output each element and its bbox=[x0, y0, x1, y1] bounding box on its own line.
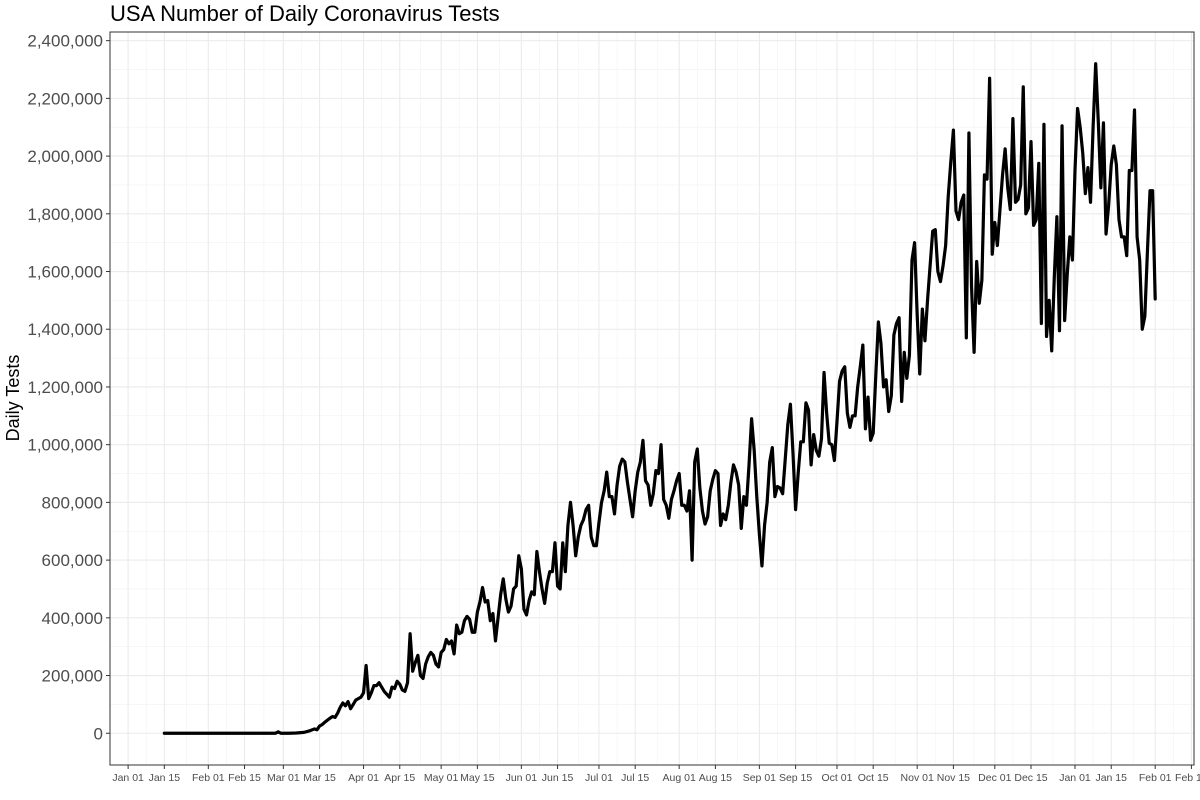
y-tick-label: 800,000 bbox=[42, 493, 103, 512]
x-tick-label: Jan 01 bbox=[112, 772, 144, 784]
series-line-daily-tests bbox=[162, 62, 1157, 735]
x-tick-label: Sep 01 bbox=[743, 772, 776, 784]
x-tick-label: Dec 15 bbox=[1014, 772, 1047, 784]
x-tick-label: Mar 01 bbox=[267, 772, 300, 784]
x-axis: Jan 01 Jan 15 Feb 01 Feb 15 Mar 01 Mar 15 Apr … bbox=[112, 765, 1200, 784]
x-tick-label: Aug 15 bbox=[699, 772, 732, 784]
x-tick-label: Jan 01 bbox=[1059, 772, 1091, 784]
x-tick-label: May 15 bbox=[460, 772, 495, 784]
x-tick-label: May 01 bbox=[424, 772, 459, 784]
x-tick-label: Feb 15 bbox=[228, 772, 261, 784]
x-tick-label: Feb 01 bbox=[1139, 772, 1172, 784]
x-tick-label: Aug 01 bbox=[663, 772, 696, 784]
y-tick-label: 200,000 bbox=[42, 667, 103, 686]
x-tick-label: Apr 01 bbox=[348, 772, 379, 784]
y-axis: 0 200,000 400,000 600,000 800,000 1,000,000 1,… bbox=[27, 32, 110, 743]
y-axis-label: Daily Tests bbox=[3, 355, 23, 442]
x-tick-label: Nov 01 bbox=[901, 772, 934, 784]
x-tick-label: Jul 01 bbox=[585, 772, 613, 784]
y-tick-label: 400,000 bbox=[42, 609, 103, 628]
y-tick-label: 1,200,000 bbox=[27, 378, 103, 397]
y-tick-label: 600,000 bbox=[42, 551, 103, 570]
x-tick-label: Sep 15 bbox=[779, 772, 812, 784]
x-tick-label: Feb 01 bbox=[192, 772, 225, 784]
y-tick-label: 1,800,000 bbox=[27, 205, 103, 224]
x-tick-label: Apr 15 bbox=[384, 772, 415, 784]
x-tick-label: Jun 01 bbox=[506, 772, 538, 784]
x-tick-label: Oct 01 bbox=[822, 772, 853, 784]
x-tick-label: Nov 15 bbox=[937, 772, 970, 784]
x-tick-label: Jan 15 bbox=[1095, 772, 1127, 784]
x-tick-label: Oct 15 bbox=[858, 772, 889, 784]
x-tick-label: Mar 15 bbox=[303, 772, 336, 784]
y-tick-label: 2,200,000 bbox=[27, 89, 103, 108]
series-layer bbox=[162, 62, 1157, 735]
x-tick-label: Jun 15 bbox=[542, 772, 574, 784]
grid bbox=[110, 32, 1194, 765]
chart-title: USA Number of Daily Coronavirus Tests bbox=[110, 1, 500, 26]
x-tick-label: Dec 01 bbox=[978, 772, 1011, 784]
x-tick-label: Jan 15 bbox=[149, 772, 181, 784]
x-tick-label: Jul 15 bbox=[621, 772, 649, 784]
y-tick-label: 1,000,000 bbox=[27, 436, 103, 455]
y-tick-label: 0 bbox=[94, 724, 103, 743]
plot-panel-border bbox=[109, 31, 1195, 766]
y-tick-label: 1,600,000 bbox=[27, 263, 103, 282]
y-tick-label: 2,000,000 bbox=[27, 147, 103, 166]
x-tick-label: Feb 15 bbox=[1175, 772, 1200, 784]
y-tick-label: 2,400,000 bbox=[27, 32, 103, 51]
y-tick-label: 1,400,000 bbox=[27, 320, 103, 339]
